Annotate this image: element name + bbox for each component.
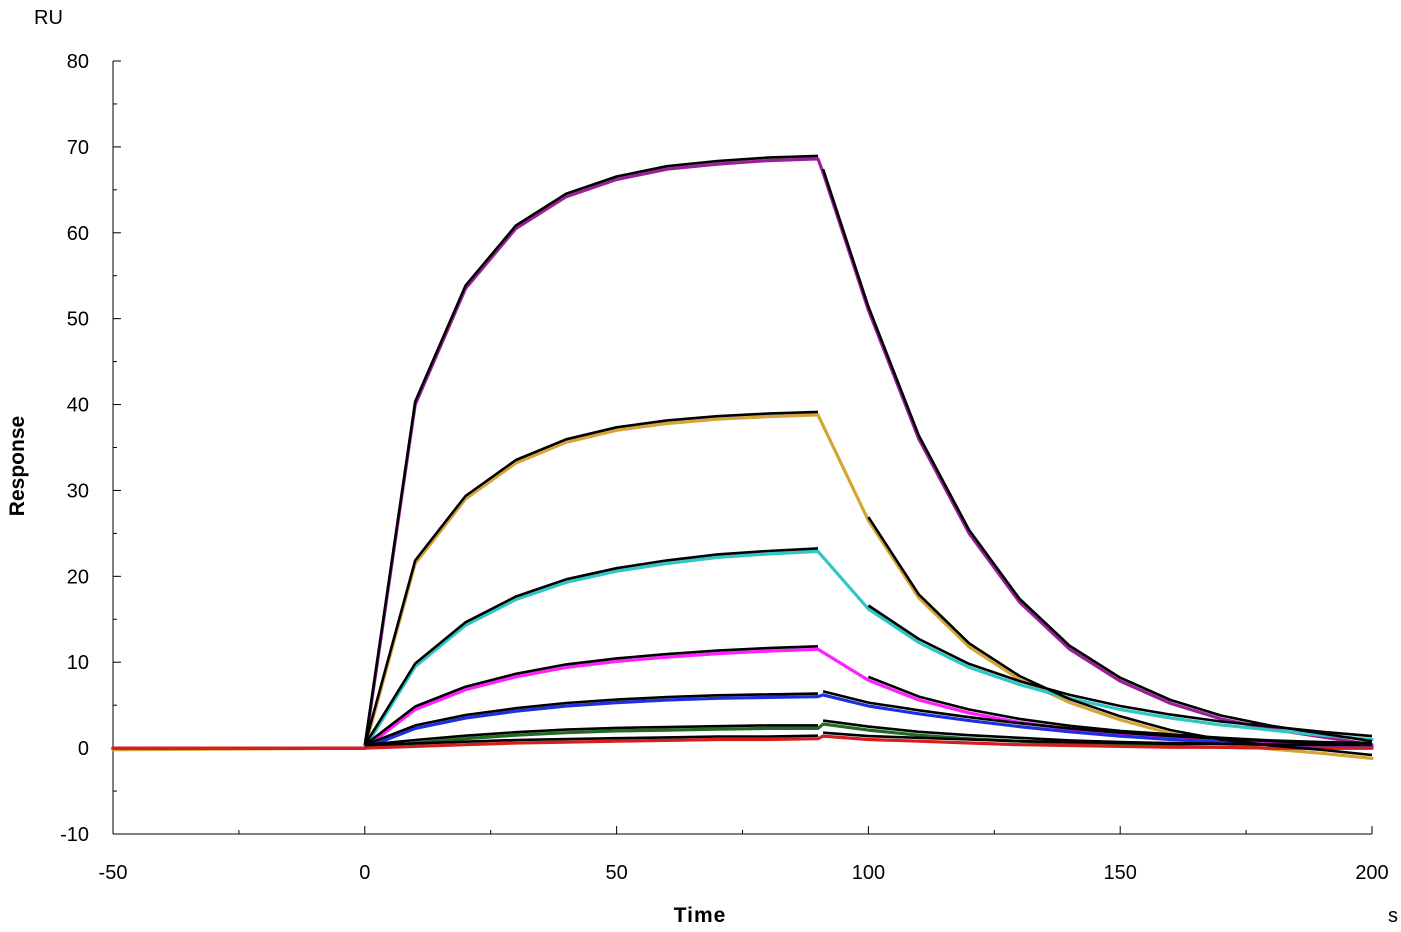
x-tick-label: 0 <box>359 862 370 884</box>
y-tick-label: 30 <box>67 480 89 502</box>
x-tick-label: -50 <box>99 862 128 884</box>
axes: -10 0 10 20 30 40 50 60 70 80 -50 0 50 100 150 200 <box>60 51 1389 884</box>
y-unit-label: RU <box>34 7 63 29</box>
series-line-3 <box>111 549 1374 750</box>
fit-dissociation-line-1 <box>821 168 1373 743</box>
series-layer <box>111 154 1374 760</box>
series-line-1 <box>111 157 1374 750</box>
y-tick-label: 10 <box>67 652 89 674</box>
fit-association-line-6 <box>364 724 818 747</box>
y-tick-label: 0 <box>78 738 89 760</box>
y-tick-label: 70 <box>67 137 89 159</box>
x-tick-label: 100 <box>852 862 885 884</box>
y-tick-label: 40 <box>67 395 89 417</box>
y-tick-label: 60 <box>67 223 89 245</box>
fit-association-line-5 <box>364 692 819 747</box>
fit-association-line-3 <box>363 547 819 746</box>
y-tick-label: -10 <box>60 824 89 846</box>
fit-association-line-4 <box>364 645 819 747</box>
y-tick-label: 20 <box>67 566 89 588</box>
y-tick-label: 50 <box>67 309 89 331</box>
x-unit-label: s <box>1388 905 1398 927</box>
x-tick-label: 50 <box>605 862 627 884</box>
x-axis-title: Time <box>674 904 727 927</box>
fit-dissociation-line-2 <box>867 516 1373 757</box>
fit-association-line-7 <box>364 734 819 747</box>
y-axis-title: Response <box>6 416 29 516</box>
labels: RU s Time Response <box>6 7 1398 927</box>
fit-association-line-1 <box>363 154 819 746</box>
fit-dissociation-line-7 <box>823 731 1372 746</box>
x-tick-label: 150 <box>1104 862 1137 884</box>
fit-association-line-2 <box>363 410 819 746</box>
y-tick-label: 80 <box>67 51 89 73</box>
x-tick-label: 200 <box>1355 862 1388 884</box>
fit-dissociation-line-5 <box>822 690 1373 746</box>
series-line-5 <box>111 693 1374 750</box>
series-line-7 <box>111 734 1374 750</box>
fit-dissociation-line-3 <box>867 604 1373 738</box>
